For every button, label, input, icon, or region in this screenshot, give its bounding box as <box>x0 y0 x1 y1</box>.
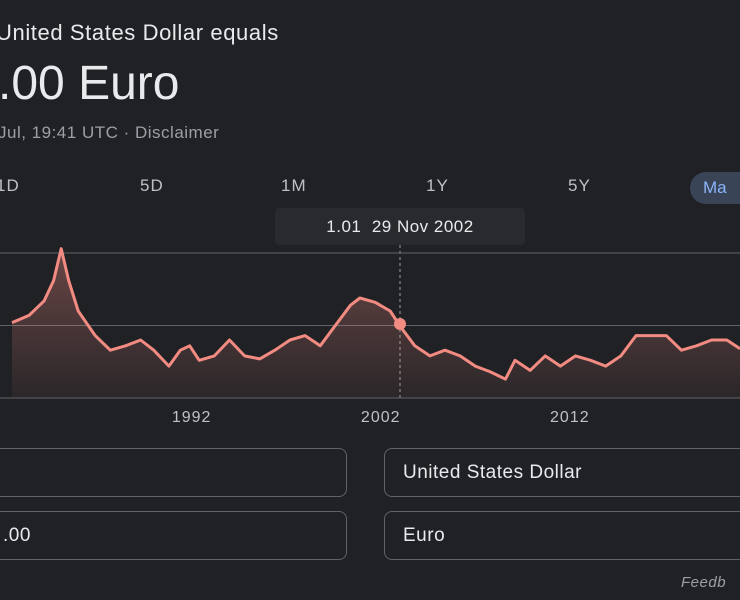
timestamp: Jul, 19:41 UTC · Disclaimer <box>0 123 220 142</box>
tab[interactable]: 5D <box>140 176 164 195</box>
currency-select[interactable]: Euro <box>384 511 740 560</box>
title: United States Dollar equals <box>0 20 279 45</box>
tooltip: 1.01 29 Nov 2002 <box>275 208 525 245</box>
amount-input[interactable] <box>0 448 347 497</box>
amount-input[interactable]: .00 <box>0 511 347 560</box>
tab[interactable]: 1Y <box>426 176 449 195</box>
tab[interactable]: 5Y <box>568 176 591 195</box>
chart: 1992 2002 2012 <box>0 245 740 426</box>
tab[interactable]: 1D <box>0 176 20 195</box>
x-tick-label: 2012 <box>550 409 590 426</box>
currency-select[interactable]: United States Dollar <box>384 448 740 497</box>
area <box>12 248 740 398</box>
tooltip-value: 1.01 <box>326 217 362 236</box>
line <box>11 247 740 381</box>
x-tick-label: 2002 <box>361 409 401 426</box>
tab-selected[interactable]: Ma <box>690 172 740 204</box>
x-tick-label: 1992 <box>172 409 212 426</box>
result: .00 Euro <box>0 57 180 110</box>
tab[interactable]: 1M <box>281 176 307 195</box>
feedback[interactable]: Feedb <box>681 574 727 591</box>
cursor-dot <box>394 318 406 331</box>
tooltip-date: 29 Nov 2002 <box>371 217 474 236</box>
